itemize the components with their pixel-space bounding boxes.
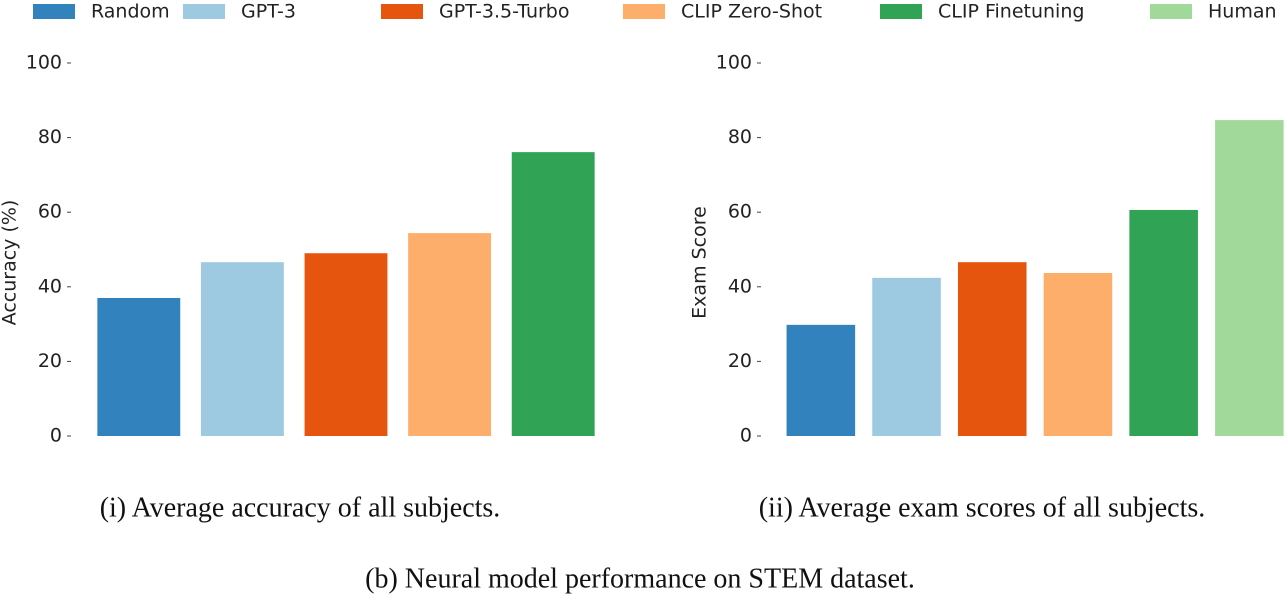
y-tick-label: 40: [38, 275, 62, 297]
y-axis-label: Exam Score: [689, 206, 711, 319]
y-axis-label: Accuracy (%): [0, 200, 21, 326]
bar: [957, 262, 1027, 436]
y-tick-label: 80: [728, 126, 752, 148]
bar: [786, 324, 856, 436]
y-tick-label: 100: [26, 52, 62, 74]
y-tick-label: 0: [50, 425, 62, 447]
legend-swatch: [880, 4, 922, 19]
y-tick-label: 0: [740, 425, 752, 447]
y-tick-label: 20: [38, 350, 62, 372]
legend-label: Human: [1208, 1, 1277, 23]
legend-swatch: [33, 4, 75, 19]
bar: [200, 262, 284, 436]
legend-label: Random: [91, 1, 170, 23]
y-tick-label: 60: [38, 201, 62, 223]
y-tick-label: 100: [716, 52, 752, 74]
chart-caption: (ii) Average exam scores of all subjects…: [759, 492, 1206, 523]
y-tick-label: 20: [728, 350, 752, 372]
chart-caption: (i) Average accuracy of all subjects.: [100, 492, 501, 523]
legend-label: GPT-3.5-Turbo: [439, 1, 570, 23]
legend-swatch: [381, 4, 423, 19]
y-tick-label: 60: [728, 201, 752, 223]
bar: [408, 233, 492, 436]
figure-caption: (b) Neural model performance on STEM dat…: [365, 563, 915, 594]
legend-label: CLIP Zero-Shot: [681, 1, 822, 23]
y-tick-label: 40: [728, 275, 752, 297]
bar: [304, 253, 388, 436]
y-tick-label: 80: [38, 126, 62, 148]
legend-label: GPT-3: [241, 1, 296, 23]
bar: [1043, 272, 1113, 436]
legend-label: CLIP Finetuning: [938, 1, 1084, 23]
bar: [511, 152, 595, 436]
legend-swatch: [183, 4, 225, 19]
bar: [1129, 209, 1198, 436]
bar: [97, 297, 181, 436]
legend-swatch: [1150, 4, 1192, 19]
bar: [872, 277, 941, 436]
legend-swatch: [623, 4, 665, 19]
bar: [1215, 120, 1284, 436]
